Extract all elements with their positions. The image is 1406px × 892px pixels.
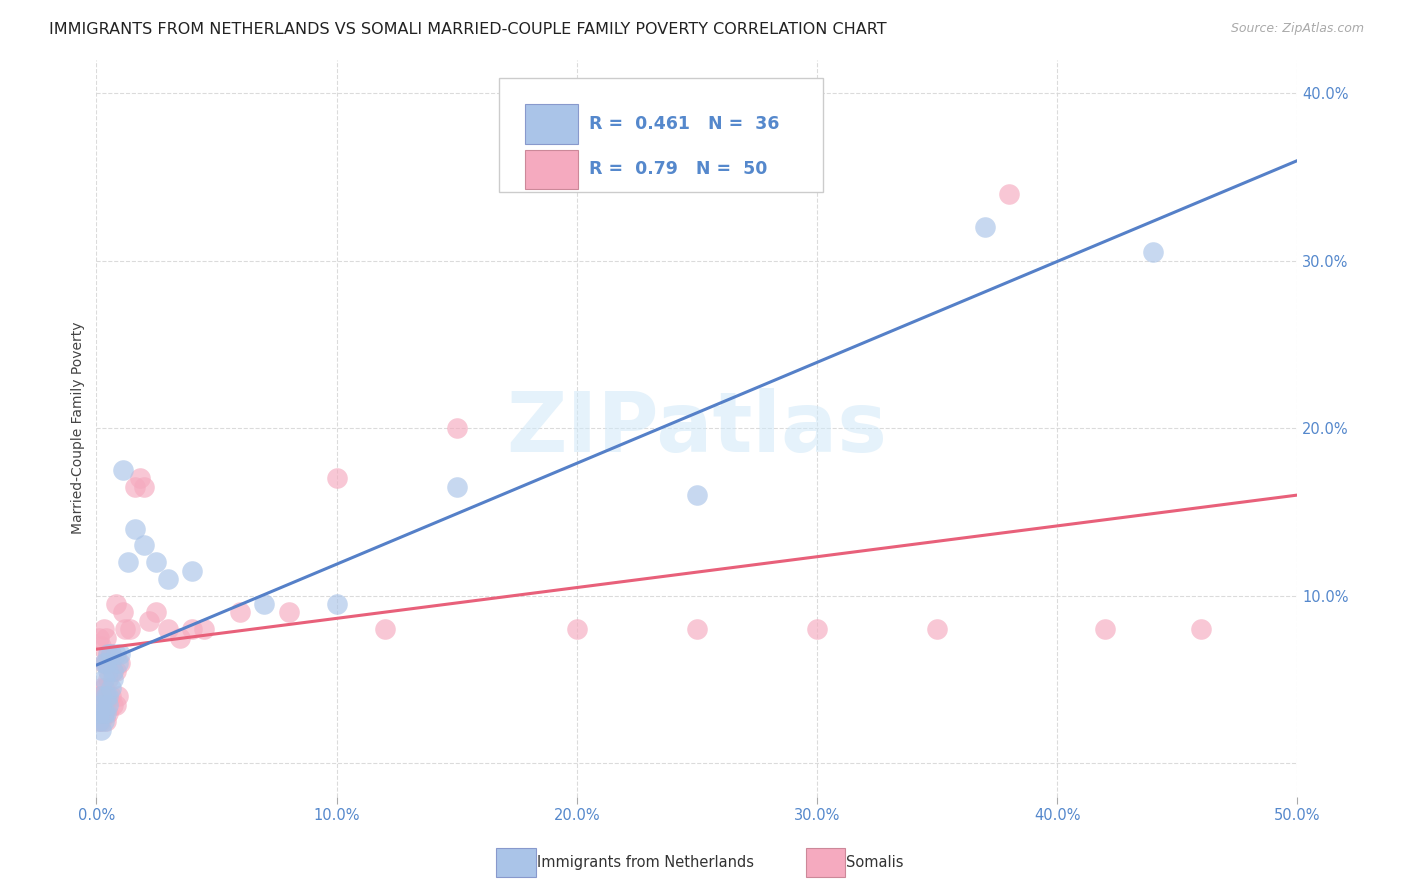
Point [97, 648, 120, 662]
Point [94, 656, 117, 670]
Point [157, 572, 180, 586]
Point [93, 681, 115, 695]
Point [87, 631, 110, 645]
Point [90, 698, 112, 712]
Point [134, 480, 156, 494]
Point [181, 622, 204, 636]
Point [94, 714, 117, 729]
Point [229, 606, 252, 620]
Point [90, 689, 112, 703]
Point [686, 622, 709, 636]
Point [97, 689, 120, 703]
Point [97, 698, 120, 712]
Point [87, 714, 110, 729]
Point [90, 681, 112, 695]
Point [1094, 622, 1116, 636]
Point [1189, 622, 1212, 636]
Point [325, 597, 347, 611]
Point [925, 622, 948, 636]
Point [118, 622, 141, 636]
Point [87, 714, 110, 729]
Point [193, 622, 215, 636]
Point [100, 689, 122, 703]
Point [107, 656, 129, 670]
Point [124, 480, 146, 494]
Point [145, 555, 167, 569]
Point [97, 673, 120, 687]
Text: Source: ZipAtlas.com: Source: ZipAtlas.com [1230, 22, 1364, 36]
Point [565, 622, 588, 636]
Point [104, 648, 127, 662]
Text: Immigrants from Netherlands: Immigrants from Netherlands [537, 855, 754, 870]
Point [107, 689, 129, 703]
Point [94, 689, 117, 703]
Point [90, 723, 112, 737]
Point [101, 664, 124, 678]
Point [974, 220, 997, 235]
Point [93, 714, 115, 729]
Point [157, 622, 180, 636]
Point [111, 463, 134, 477]
Point [101, 698, 124, 712]
Point [145, 606, 167, 620]
Point [93, 656, 115, 670]
Point [101, 664, 124, 678]
Point [169, 631, 191, 645]
Point [806, 622, 828, 636]
Point [998, 186, 1021, 201]
Text: IMMIGRANTS FROM NETHERLANDS VS SOMALI MARRIED-COUPLE FAMILY POVERTY CORRELATION : IMMIGRANTS FROM NETHERLANDS VS SOMALI MA… [49, 22, 887, 37]
Point [446, 421, 468, 435]
FancyBboxPatch shape [524, 103, 578, 144]
Point [446, 480, 468, 494]
Point [93, 622, 115, 636]
Point [90, 714, 112, 729]
Point [90, 639, 112, 653]
Point [93, 706, 115, 720]
Point [104, 664, 127, 678]
Point [87, 689, 110, 703]
Point [114, 622, 136, 636]
FancyBboxPatch shape [499, 78, 823, 193]
Point [374, 622, 396, 636]
Point [128, 471, 150, 485]
Point [253, 597, 276, 611]
Point [138, 614, 160, 628]
Point [110, 656, 132, 670]
Point [325, 471, 347, 485]
Point [97, 648, 120, 662]
Point [94, 631, 117, 645]
Point [100, 648, 122, 662]
Point [94, 656, 117, 670]
Point [1142, 245, 1164, 260]
Point [277, 606, 299, 620]
Point [134, 538, 156, 552]
Point [90, 698, 112, 712]
Point [97, 706, 120, 720]
Y-axis label: Married-Couple Family Poverty: Married-Couple Family Poverty [72, 322, 86, 534]
Point [93, 673, 115, 687]
Point [97, 664, 120, 678]
Point [93, 706, 115, 720]
Text: ZIPatlas: ZIPatlas [506, 388, 887, 468]
Point [87, 706, 110, 720]
Point [94, 706, 117, 720]
Point [181, 564, 204, 578]
Point [104, 597, 127, 611]
Point [117, 555, 139, 569]
Point [93, 656, 115, 670]
Point [100, 648, 122, 662]
Text: R =  0.79   N =  50: R = 0.79 N = 50 [589, 161, 768, 178]
Point [686, 488, 709, 502]
Text: Somalis: Somalis [846, 855, 904, 870]
Point [104, 698, 127, 712]
Point [110, 648, 132, 662]
Point [124, 522, 146, 536]
Text: R =  0.461   N =  36: R = 0.461 N = 36 [589, 115, 779, 133]
Point [111, 606, 134, 620]
Point [100, 681, 122, 695]
FancyBboxPatch shape [524, 150, 578, 189]
Point [101, 673, 124, 687]
